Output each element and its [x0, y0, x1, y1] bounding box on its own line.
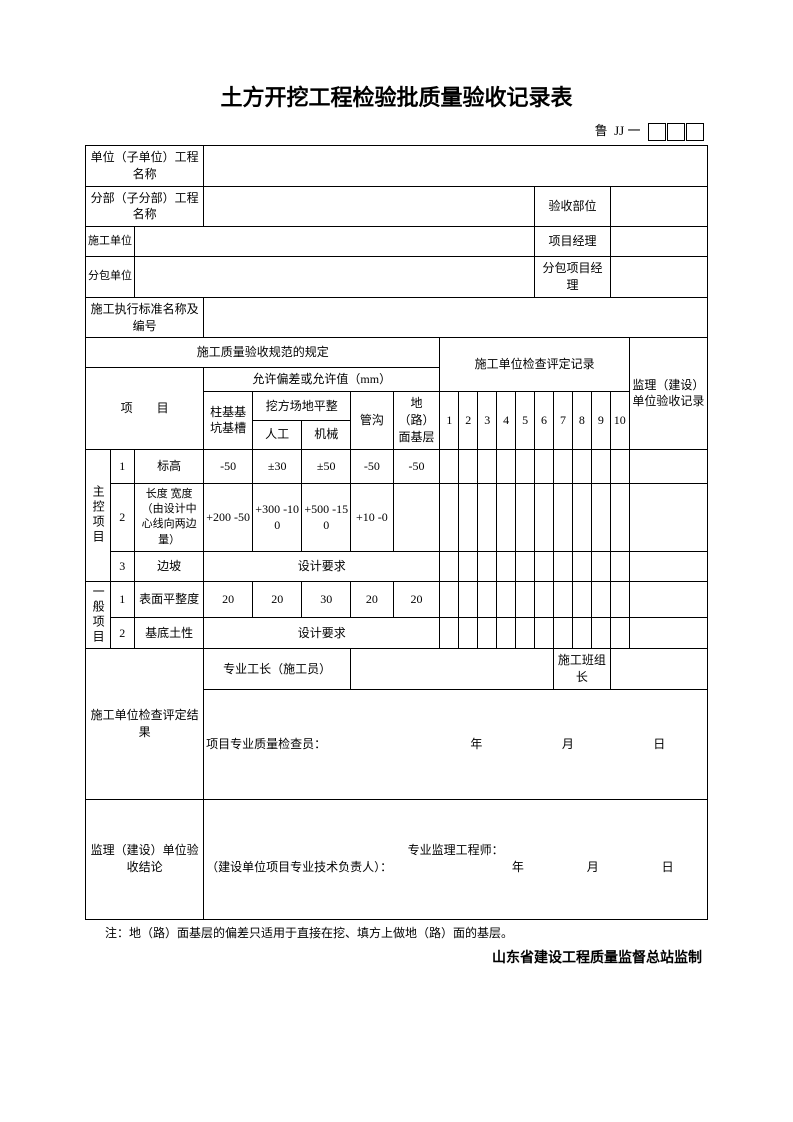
- r3-n: 3: [110, 552, 135, 582]
- subcontractor-value: [135, 257, 535, 298]
- main-section: 主控项目: [86, 449, 111, 582]
- sub-unit-label: 分部（子分部）工程名称: [86, 186, 204, 227]
- n2: 2: [459, 392, 478, 449]
- r1-name: 标高: [135, 449, 204, 483]
- r4-v0: 20: [204, 582, 253, 618]
- r4-v3: 20: [351, 582, 393, 618]
- r2-n: 2: [110, 483, 135, 552]
- r4-name: 表面平整度: [135, 582, 204, 618]
- r4-v4: 20: [393, 582, 440, 618]
- contractor-value: [135, 227, 535, 257]
- r5-n: 2: [110, 617, 135, 648]
- accept-dept-value: [610, 186, 707, 227]
- item-label: 项 目: [86, 368, 204, 449]
- gen-section: 一般项目: [86, 582, 111, 649]
- standard-label: 施工执行标准名称及编号: [86, 297, 204, 338]
- subcontractor-label: 分包单位: [86, 257, 135, 298]
- r3-span: 设计要求: [204, 552, 440, 582]
- n7: 7: [554, 392, 573, 449]
- conclusion-area: 专业监理工程师： （建设单位项目专业技术负责人）： 年月日: [204, 799, 708, 919]
- check-record-header: 施工单位检查评定记录: [440, 338, 629, 392]
- n4: 4: [497, 392, 516, 449]
- r4-v1: 20: [253, 582, 302, 618]
- r2-v1: +300 -100: [253, 483, 302, 552]
- foreman-value: [351, 649, 554, 690]
- r2-v3: +10 -0: [351, 483, 393, 552]
- r2-v2: +500 -150: [302, 483, 351, 552]
- r1-v4: -50: [393, 449, 440, 483]
- r1-v3: -50: [351, 449, 393, 483]
- col-field: 挖方场地平整: [253, 392, 351, 421]
- n6: 6: [535, 392, 554, 449]
- pm-value: [610, 227, 707, 257]
- r3-name: 边坡: [135, 552, 204, 582]
- r1-v2: ±50: [302, 449, 351, 483]
- page-title: 土方开挖工程检验批质量验收记录表: [85, 80, 708, 112]
- r2-v4: [393, 483, 440, 552]
- check-result-label: 施工单位检查评定结果: [86, 649, 204, 800]
- r5-span: 设计要求: [204, 617, 440, 648]
- col-pile: 柱基基坑基槽: [204, 392, 253, 449]
- qc-signature-area: 项目专业质量检查员： 年月日: [204, 689, 708, 799]
- r5-name: 基底土性: [135, 617, 204, 648]
- pm-label: 项目经理: [535, 227, 611, 257]
- footer-org: 山东省建设工程质量监督总站监制: [85, 947, 708, 967]
- col-manual: 人工: [253, 420, 302, 449]
- form-code: 鲁 JJ 一: [85, 120, 708, 141]
- foreman-label: 专业工长（施工员）: [204, 649, 351, 690]
- team-leader-value: [610, 649, 707, 690]
- sub-pm-value: [610, 257, 707, 298]
- r4-n: 1: [110, 582, 135, 618]
- r4-v2: 30: [302, 582, 351, 618]
- n5: 5: [516, 392, 535, 449]
- col-machine: 机械: [302, 420, 351, 449]
- main-form-table: 单位（子单位）工程名称 分部（子分部）工程名称 验收部位 施工单位 项目经理 分…: [85, 145, 708, 920]
- unit-name-label: 单位（子单位）工程名称: [86, 146, 204, 187]
- r1-v0: -50: [204, 449, 253, 483]
- n3: 3: [478, 392, 497, 449]
- supervise-header: 监理（建设）单位验收记录: [629, 338, 707, 449]
- r1-v1: ±30: [253, 449, 302, 483]
- col-road: 地（路）面基层: [393, 392, 440, 449]
- sub-pm-label: 分包项目经理: [535, 257, 611, 298]
- conclusion-label: 监理（建设）单位验收结论: [86, 799, 204, 919]
- footnote: 注：地（路）面基层的偏差只适用于直接在挖、填方上做地（路）面的基层。: [85, 924, 708, 941]
- unit-name-value: [204, 146, 708, 187]
- n9: 9: [591, 392, 610, 449]
- r2-name: 长度 宽度（由设计中心线向两边量）: [135, 483, 204, 552]
- col-pipe: 管沟: [351, 392, 393, 449]
- r1-n: 1: [110, 449, 135, 483]
- r2-v0: +200 -50: [204, 483, 253, 552]
- team-leader-label: 施工班组长: [554, 649, 611, 690]
- n1: 1: [440, 392, 459, 449]
- spec-header: 施工质量验收规范的规定: [86, 338, 440, 368]
- accept-dept-label: 验收部位: [535, 186, 611, 227]
- n8: 8: [572, 392, 591, 449]
- standard-value: [204, 297, 708, 338]
- sub-unit-value: [204, 186, 535, 227]
- tolerance-header: 允许偏差或允许值（mm）: [204, 368, 440, 392]
- contractor-label: 施工单位: [86, 227, 135, 257]
- n10: 10: [610, 392, 629, 449]
